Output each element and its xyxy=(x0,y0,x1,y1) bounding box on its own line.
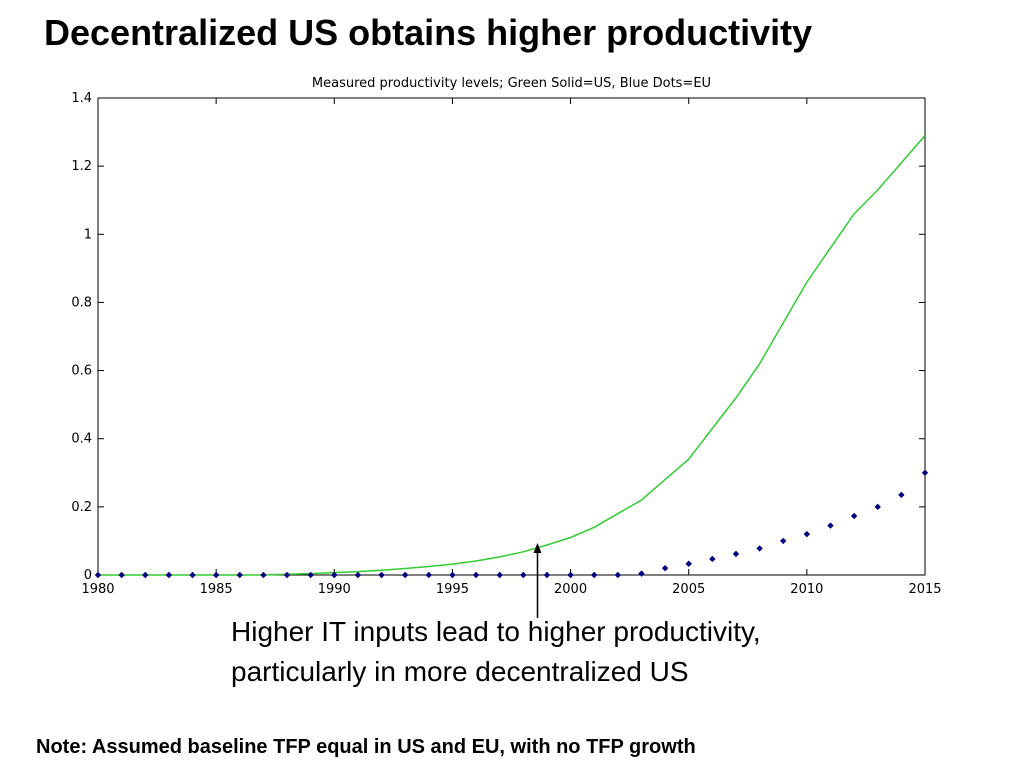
axis-ticks xyxy=(97,97,926,576)
x-tick-label: 2000 xyxy=(554,582,587,597)
x-tick-label: 1995 xyxy=(436,582,469,597)
eu-point xyxy=(921,469,929,476)
eu-point xyxy=(236,571,243,579)
eu-point xyxy=(331,571,338,579)
eu-point xyxy=(827,522,834,529)
eu-point xyxy=(260,571,267,579)
eu-point xyxy=(614,571,622,579)
eu-point xyxy=(189,571,196,579)
annotation-line-2: particularly in more decentralized US xyxy=(231,656,689,687)
eu-point xyxy=(543,571,551,579)
eu-point xyxy=(449,571,456,579)
eu-point xyxy=(638,570,645,577)
eu-point xyxy=(496,571,503,579)
x-tick-label: 1985 xyxy=(200,582,233,597)
tick-labels: 1980 1985 1990 1995 2000 2005 2010 2015 0 0.2 0.4 0… xyxy=(71,91,941,597)
eu-point xyxy=(780,537,787,545)
eu-point xyxy=(94,571,102,579)
eu-point xyxy=(401,571,409,579)
y-tick-label: 1.2 xyxy=(71,159,92,174)
eu-point xyxy=(898,491,905,499)
us-series-line xyxy=(98,135,926,576)
eu-point xyxy=(354,571,362,579)
eu-point xyxy=(874,503,881,511)
eu-point xyxy=(472,571,480,579)
y-tick-label: 0.6 xyxy=(71,364,92,379)
plot-frame xyxy=(97,97,926,576)
y-tick-label: 0.8 xyxy=(71,295,92,310)
x-tick-label: 2010 xyxy=(790,582,823,597)
chart-title: Measured productivity levels; Green Soli… xyxy=(312,76,711,91)
eu-point xyxy=(378,571,385,579)
eu-point xyxy=(212,571,220,579)
y-tick-label: 1.4 xyxy=(71,91,92,106)
eu-point xyxy=(756,545,763,552)
x-tick-label: 1980 xyxy=(81,582,114,597)
eu-series-points xyxy=(94,469,929,579)
eu-point xyxy=(520,571,527,579)
eu-point xyxy=(142,571,149,579)
eu-point xyxy=(425,571,432,579)
slide-title: Decentralized US obtains higher producti… xyxy=(44,12,813,53)
eu-point xyxy=(661,564,669,572)
y-tick-label: 1 xyxy=(84,227,92,242)
y-tick-label: 0.2 xyxy=(71,500,92,515)
eu-point xyxy=(685,560,692,567)
eu-point xyxy=(165,571,173,579)
x-tick-label: 1990 xyxy=(318,582,351,597)
annotation-arrowhead xyxy=(533,543,542,553)
eu-point xyxy=(591,571,598,579)
eu-point xyxy=(803,530,811,538)
eu-point xyxy=(283,571,291,579)
eu-point xyxy=(850,512,858,520)
annotation-line-1: Higher IT inputs lead to higher producti… xyxy=(231,616,761,647)
y-tick-label: 0 xyxy=(84,568,92,583)
eu-point xyxy=(709,555,716,563)
chart-annotation: Higher IT inputs lead to higher producti… xyxy=(231,612,761,692)
eu-point xyxy=(567,571,574,579)
y-tick-label: 0.4 xyxy=(71,432,92,447)
x-tick-label: 2005 xyxy=(672,582,705,597)
eu-point xyxy=(118,571,125,579)
footnote: Note: Assumed baseline TFP equal in US a… xyxy=(36,736,696,758)
x-tick-label: 2015 xyxy=(908,582,941,597)
eu-point xyxy=(732,550,740,558)
eu-point xyxy=(307,571,314,579)
